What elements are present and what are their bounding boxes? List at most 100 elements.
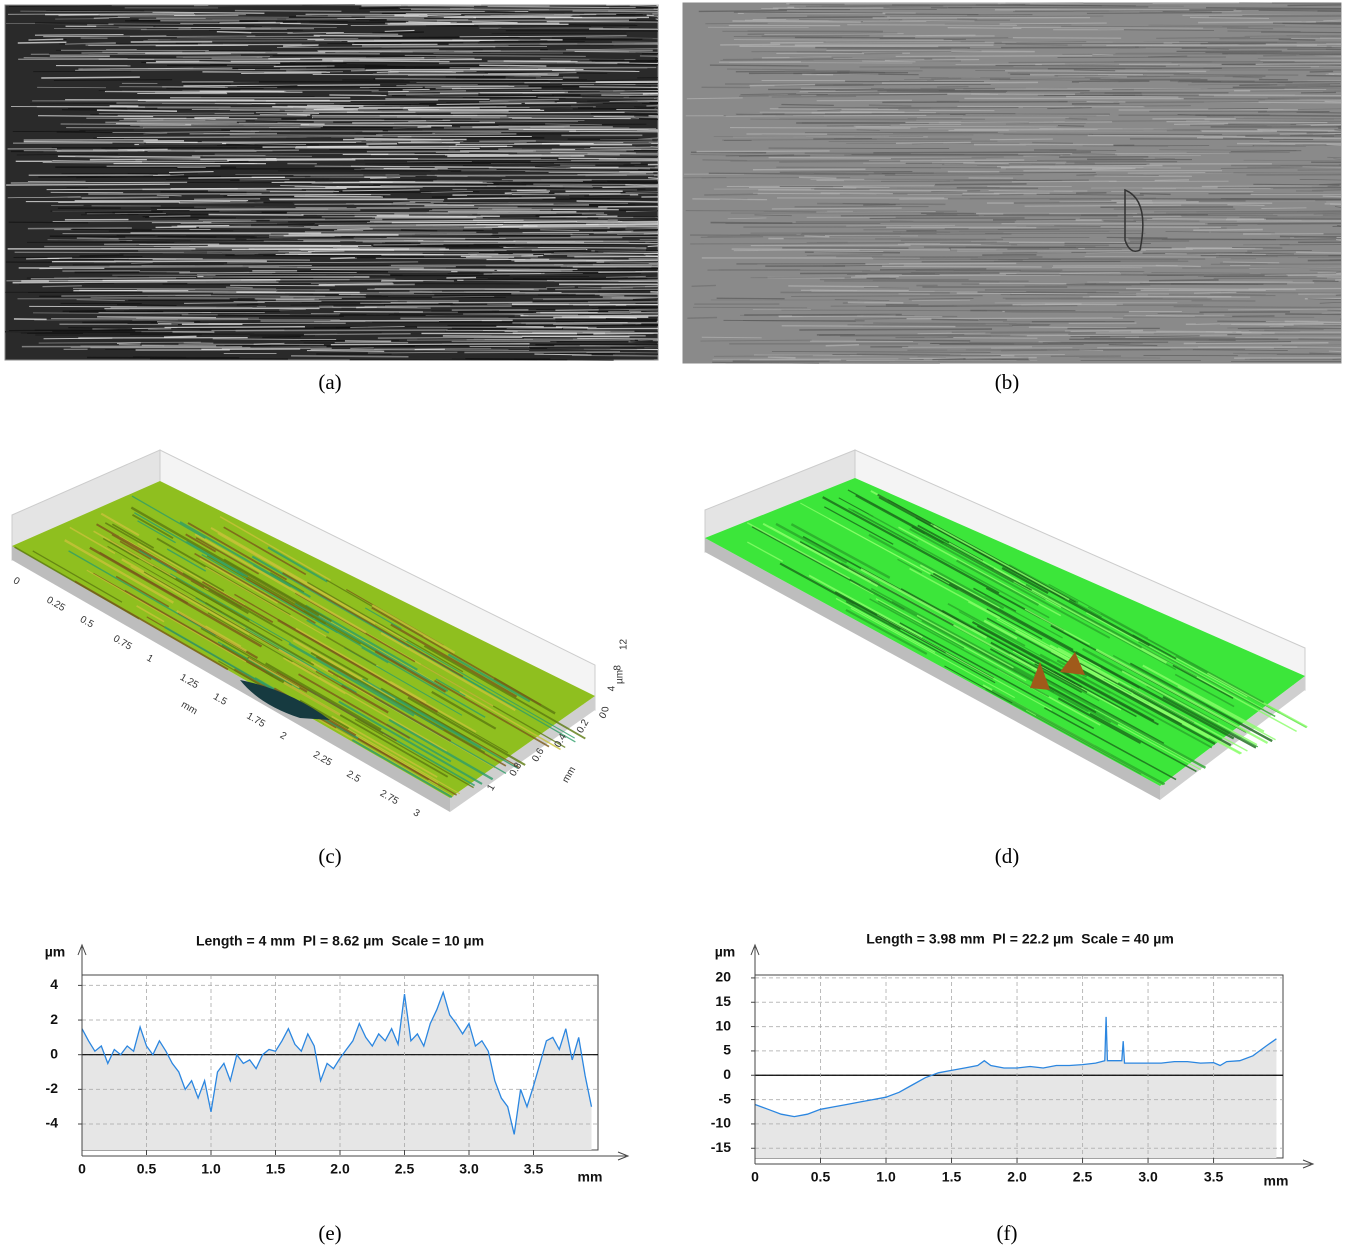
ridge xyxy=(808,574,923,639)
streak xyxy=(184,302,265,304)
streak xyxy=(17,41,67,44)
ridge xyxy=(170,573,291,644)
streak xyxy=(932,358,966,361)
streak xyxy=(1059,272,1120,274)
streak xyxy=(873,151,1091,154)
ridge xyxy=(848,507,1050,619)
streak xyxy=(919,76,1101,80)
streak xyxy=(391,221,578,224)
streak xyxy=(545,123,602,126)
streak xyxy=(1200,42,1297,45)
streak xyxy=(744,313,902,316)
ridge xyxy=(747,541,783,562)
ridge xyxy=(849,580,875,595)
ridge xyxy=(310,652,486,754)
streak xyxy=(163,335,197,338)
streak xyxy=(307,145,508,148)
ridge xyxy=(956,639,1084,710)
streak xyxy=(304,225,502,228)
streak xyxy=(828,88,884,91)
streak xyxy=(543,249,586,252)
ridge xyxy=(104,522,225,592)
streak xyxy=(823,41,985,43)
streak xyxy=(426,212,449,215)
ridge xyxy=(166,548,207,572)
streak xyxy=(23,57,128,60)
ridge xyxy=(1034,663,1088,694)
streak xyxy=(1299,179,1342,181)
streak xyxy=(1322,90,1342,93)
streak xyxy=(1070,335,1200,338)
streak xyxy=(130,306,342,309)
ridge xyxy=(800,502,930,574)
streak xyxy=(202,220,257,223)
ridge xyxy=(317,718,454,798)
streak xyxy=(364,159,572,162)
streak xyxy=(216,145,296,147)
axis-tick-label: 0 xyxy=(11,575,22,588)
streak xyxy=(5,330,173,334)
streak xyxy=(1306,131,1342,134)
streak xyxy=(279,308,306,311)
ridge xyxy=(746,522,851,580)
streak xyxy=(562,88,659,90)
streak xyxy=(51,260,267,263)
streak xyxy=(359,7,399,10)
streak xyxy=(216,30,252,34)
streak xyxy=(480,106,596,108)
streak xyxy=(478,207,608,209)
streak xyxy=(1198,94,1342,97)
ridge xyxy=(1079,662,1232,747)
streak xyxy=(451,327,588,330)
streak xyxy=(38,341,201,344)
x-tick-label: 2.5 xyxy=(395,1161,415,1177)
streak xyxy=(306,350,385,352)
ridge xyxy=(115,575,170,608)
ridge xyxy=(217,532,376,625)
streak xyxy=(931,161,1067,164)
streak xyxy=(112,131,259,133)
streak xyxy=(995,64,1166,67)
streak xyxy=(221,143,307,145)
y-tick-label: 20 xyxy=(715,969,731,985)
streak xyxy=(145,216,236,219)
streak xyxy=(318,283,394,286)
streak xyxy=(60,123,195,126)
streak xyxy=(598,306,659,309)
streak xyxy=(868,104,912,107)
y-tick-label: -4 xyxy=(46,1115,59,1131)
streak xyxy=(1264,274,1342,277)
streak xyxy=(33,312,189,315)
x-tick-label: 3.5 xyxy=(1204,1169,1224,1185)
streak xyxy=(551,37,658,40)
streak xyxy=(53,79,173,82)
streak xyxy=(1336,238,1342,241)
streak xyxy=(119,240,264,243)
streak xyxy=(1148,24,1286,27)
streak xyxy=(288,294,352,297)
streak xyxy=(709,64,809,67)
streak xyxy=(548,171,654,174)
streak xyxy=(1010,334,1228,337)
streak xyxy=(617,218,659,221)
streak xyxy=(884,174,1024,176)
ridge xyxy=(292,639,397,700)
streak xyxy=(489,98,559,102)
streak xyxy=(1197,136,1342,140)
streak xyxy=(593,116,659,118)
ridge xyxy=(288,642,415,717)
streak xyxy=(219,21,283,24)
streak xyxy=(645,240,659,243)
streak xyxy=(1047,107,1092,110)
streak xyxy=(1248,330,1301,332)
streak xyxy=(315,297,506,299)
streak xyxy=(1174,122,1229,126)
streak xyxy=(881,81,1038,84)
streak xyxy=(619,234,659,237)
caption: (e) xyxy=(318,1221,341,1245)
streak xyxy=(781,325,956,328)
x-tick-label: 2.0 xyxy=(330,1161,350,1177)
streak xyxy=(625,191,659,193)
y-tick-label: 10 xyxy=(715,1017,731,1033)
streak xyxy=(572,10,659,13)
